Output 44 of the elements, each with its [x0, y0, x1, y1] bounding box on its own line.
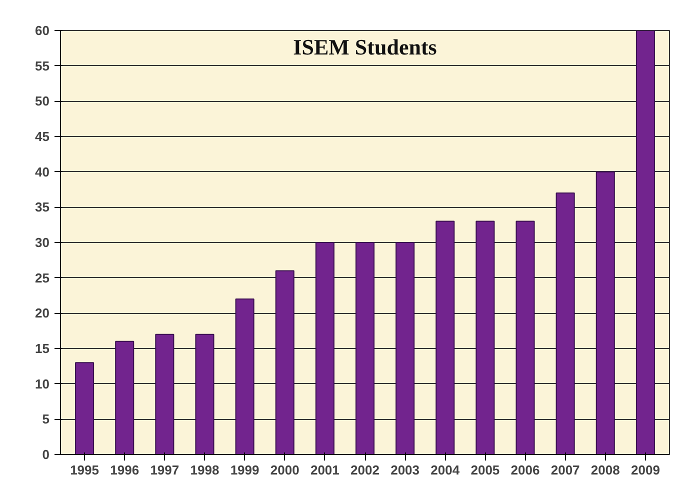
y-tick-label: 0: [42, 447, 50, 462]
y-tick-label: 15: [35, 341, 50, 356]
y-tick-label: 55: [35, 58, 50, 74]
x-tick-label: 1997: [150, 462, 180, 478]
x-tick-label: 1996: [110, 462, 140, 478]
y-tick-label: 30: [35, 235, 50, 250]
y-tick-label: 25: [35, 270, 50, 286]
x-tick-label: 2009: [631, 462, 660, 478]
bar: [636, 30, 655, 454]
x-tick-label: 2003: [390, 462, 420, 478]
x-tick-label: 2005: [470, 462, 500, 478]
bar: [476, 220, 495, 454]
y-tick-label: 35: [35, 200, 50, 215]
y-tick-label: 10: [35, 376, 50, 392]
x-tick-label: 1995: [70, 462, 99, 478]
x-tick-label: 1999: [230, 462, 260, 478]
bar: [155, 334, 174, 454]
bar: [235, 298, 254, 454]
bar: [195, 334, 214, 454]
y-tick-label: 50: [35, 94, 50, 109]
x-tick-label: 2008: [590, 462, 620, 478]
y-tick-label: 5: [42, 412, 50, 427]
bar: [596, 171, 615, 454]
bar: [516, 220, 535, 454]
x-tick-label: 2000: [270, 462, 300, 478]
x-tick-label: 2007: [550, 462, 580, 478]
x-tick-label: 2006: [510, 462, 540, 478]
bar: [115, 340, 134, 454]
chart-title: ISEM Students: [293, 34, 438, 60]
x-tick-label: 2004: [430, 462, 460, 478]
y-tick-label: 20: [35, 306, 50, 321]
x-tick-label: 2001: [310, 462, 340, 478]
x-tick-label: 2002: [350, 462, 380, 478]
bar: [315, 242, 334, 454]
bar: [436, 220, 455, 454]
bar: [556, 192, 575, 454]
bar: [396, 242, 415, 454]
bar: [275, 270, 294, 454]
x-tick-label: 1998: [190, 462, 220, 478]
y-tick-label: 40: [35, 164, 50, 180]
bar: [355, 242, 375, 454]
bar: [75, 362, 94, 454]
y-tick-label: 45: [35, 129, 50, 144]
y-tick-label: 60: [35, 23, 50, 38]
